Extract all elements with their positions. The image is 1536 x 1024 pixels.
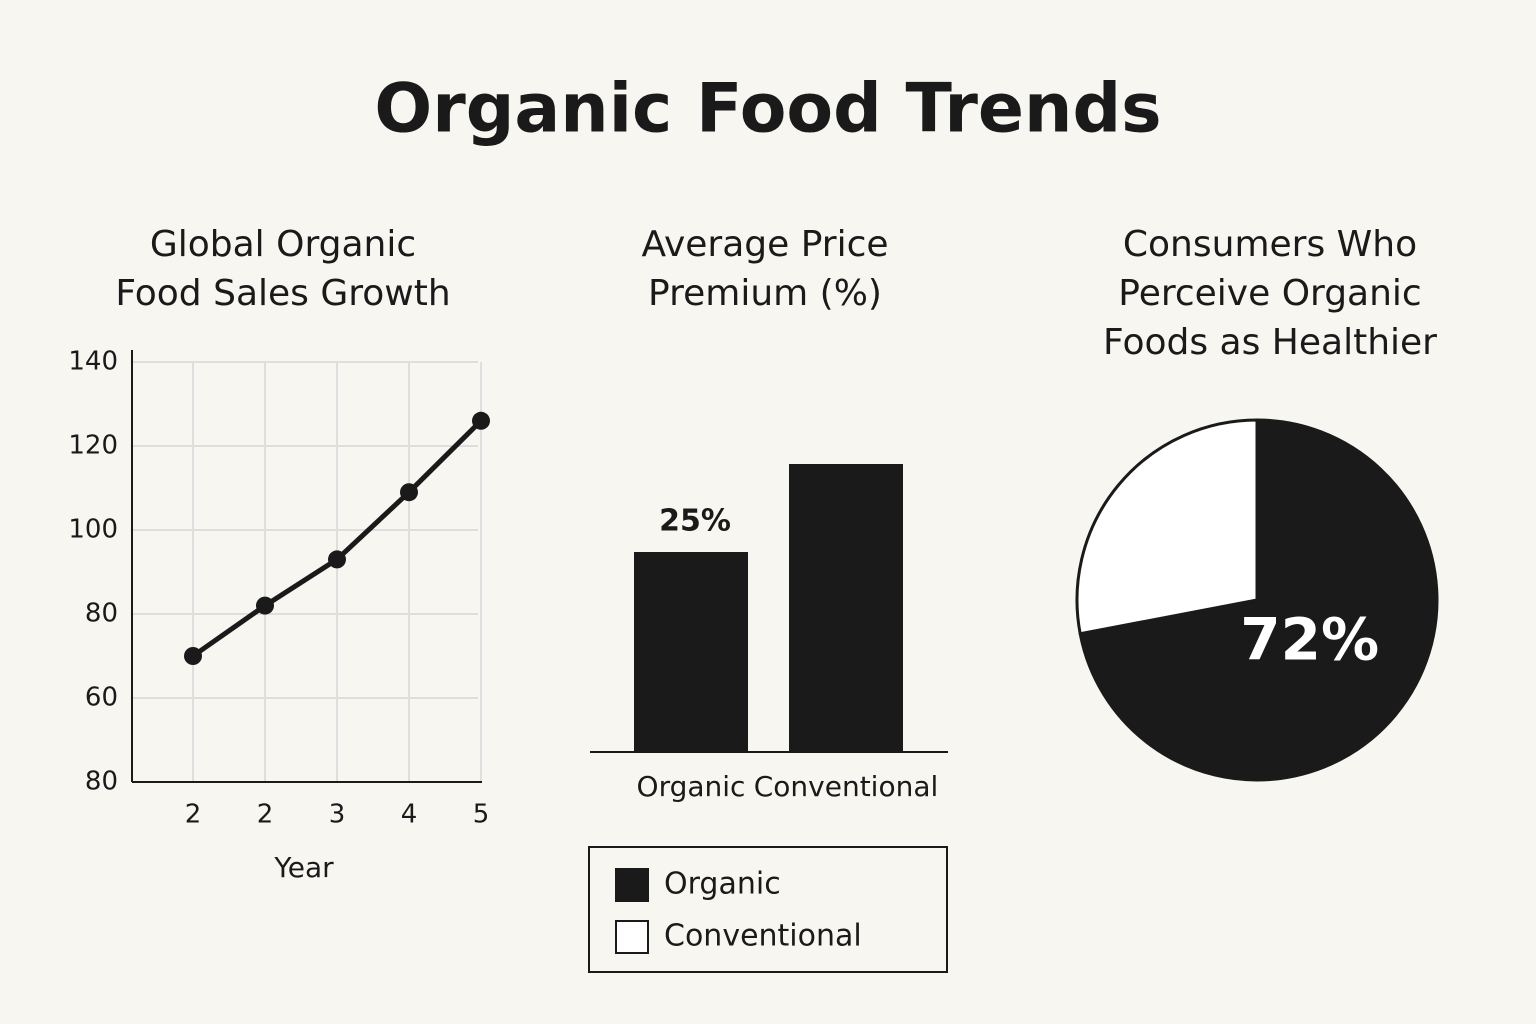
x-axis-label: Year <box>273 851 334 884</box>
x-tick-label: 5 <box>473 800 490 830</box>
x-tick-label: 4 <box>401 800 418 830</box>
point <box>400 483 418 502</box>
y-tick-label: 100 <box>68 515 118 545</box>
bar <box>634 552 748 752</box>
pie-slice <box>1078 418 1439 782</box>
y-tick-label: 120 <box>68 431 118 461</box>
chart-title: Premium (%) <box>648 273 882 314</box>
chart-title: Perceive Organic <box>1118 273 1421 314</box>
legend-label: Organic <box>664 867 781 902</box>
x-tick-label: 2 <box>257 800 274 830</box>
point <box>256 596 274 615</box>
point <box>472 411 490 430</box>
y-tick-label: 80 <box>85 767 118 797</box>
value-label: 72% <box>1240 606 1379 674</box>
chart-title: Average Price <box>641 224 888 265</box>
x-tick-label: 3 <box>329 800 346 830</box>
y-tick-label: 140 <box>68 347 118 377</box>
y-tick-label: 80 <box>85 599 118 629</box>
legend-label: Conventional <box>664 919 862 954</box>
x-tick-label: Conventional <box>754 770 939 803</box>
bar <box>789 464 903 752</box>
pie-slice <box>1075 418 1259 636</box>
legend-swatch <box>615 868 649 902</box>
chart-title: Consumers Who <box>1123 224 1417 265</box>
y-tick-label: 60 <box>85 683 118 713</box>
value-label: 25% <box>659 504 731 539</box>
point <box>184 647 202 665</box>
page-title: Organic Food Trends <box>374 70 1161 149</box>
chart-title: Foods as Healthier <box>1103 322 1437 363</box>
x-tick-label: Organic <box>637 770 746 803</box>
chart-title: Global Organic <box>150 224 416 265</box>
legend-box <box>588 846 948 973</box>
point <box>328 550 346 569</box>
legend-swatch <box>615 920 649 954</box>
chart-title: Food Sales Growth <box>115 273 450 314</box>
x-tick-label: 2 <box>185 800 202 830</box>
